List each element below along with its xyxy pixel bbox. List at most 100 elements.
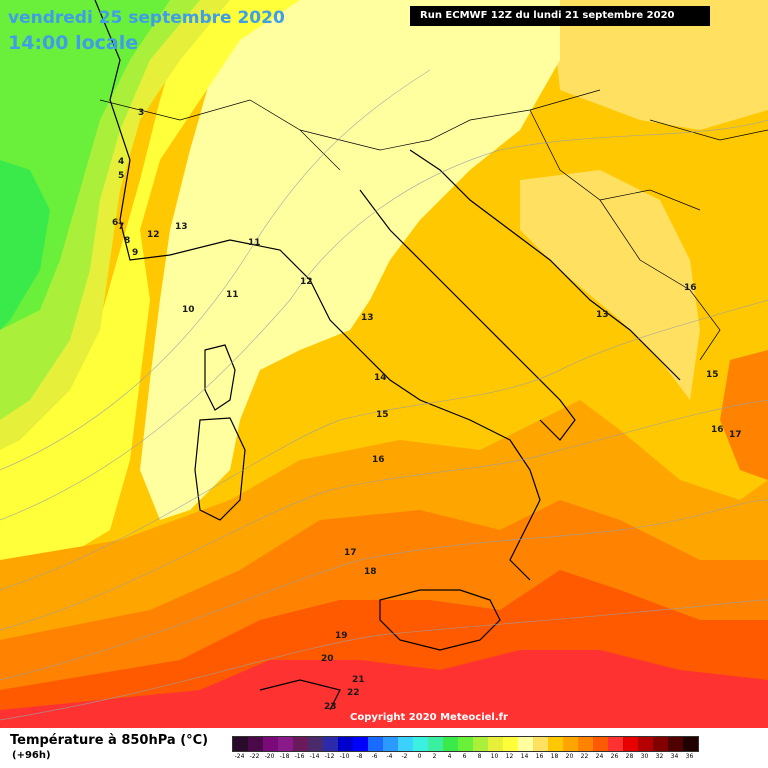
color-swatch xyxy=(233,737,248,751)
color-swatch xyxy=(323,737,338,751)
legend-footer: Température à 850hPa (°C) (+96h) -24 -22-… xyxy=(0,728,768,768)
color-swatch xyxy=(353,737,368,751)
contour-label: 18 xyxy=(364,567,377,577)
forecast-date: vendredi 25 septembre 2020 xyxy=(8,8,285,28)
color-swatch xyxy=(248,737,263,751)
model-run-info: Run ECMWF 12Z du lundi 21 septembre 2020 xyxy=(410,6,710,26)
contour-label: 13 xyxy=(175,222,188,232)
color-swatch xyxy=(458,737,473,751)
color-scale-tick: 18 xyxy=(550,753,559,760)
color-scale-tick: -12 xyxy=(324,753,335,760)
color-scale-tick: 2 xyxy=(432,753,437,760)
color-scale-tick: 34 xyxy=(670,753,679,760)
color-swatch xyxy=(533,737,548,751)
contour-label: 9 xyxy=(132,248,139,258)
color-swatch xyxy=(578,737,593,751)
contour-label: 6 xyxy=(112,218,119,228)
contour-label: 16 xyxy=(684,283,697,293)
contour-label: 17 xyxy=(729,430,742,440)
contour-label: 13 xyxy=(361,313,374,323)
contour-label: 11 xyxy=(226,290,239,300)
color-swatch xyxy=(563,737,578,751)
color-swatch xyxy=(443,737,458,751)
forecast-time: 14:00 locale xyxy=(8,32,139,54)
copyright-text: Copyright 2020 Meteociel.fr xyxy=(350,712,508,723)
color-swatch xyxy=(383,737,398,751)
color-scale-tick: 32 xyxy=(655,753,664,760)
color-swatch xyxy=(428,737,443,751)
contour-label: 19 xyxy=(335,631,348,641)
color-scale-tick: -20 xyxy=(264,753,275,760)
color-scale-tick: 6 xyxy=(462,753,467,760)
color-scale-tick: 10 xyxy=(490,753,499,760)
contour-label: 16 xyxy=(372,455,385,465)
color-swatch xyxy=(488,737,503,751)
color-scale-tick: -18 xyxy=(279,753,290,760)
color-swatch xyxy=(593,737,608,751)
contour-label: 12 xyxy=(300,277,313,287)
color-swatch xyxy=(668,737,683,751)
contour-label: 13 xyxy=(596,310,609,320)
color-swatch xyxy=(368,737,383,751)
color-scale-tick: 22 xyxy=(580,753,589,760)
color-scale-tick: -22 xyxy=(249,753,260,760)
color-scale-tick: -16 xyxy=(294,753,305,760)
contour-label: 16 xyxy=(711,425,724,435)
color-scale: -24 -22 -20 -18 -16 -14 -12 -10 -8 -6 -4 -2 0 2 4 6 8 10 1… xyxy=(232,736,699,766)
color-swatch xyxy=(608,737,623,751)
color-swatch xyxy=(683,737,698,751)
color-scale-swatches xyxy=(232,736,699,752)
color-scale-tick: 30 xyxy=(640,753,649,760)
contour-label: 14 xyxy=(374,373,387,383)
color-swatch xyxy=(338,737,353,751)
color-scale-tick: 26 xyxy=(610,753,619,760)
color-scale-tick: -8 xyxy=(356,753,363,760)
color-swatch xyxy=(308,737,323,751)
color-swatch xyxy=(398,737,413,751)
color-scale-tick: 4 xyxy=(447,753,452,760)
color-scale-tick: -14 xyxy=(309,753,320,760)
contour-label: 17 xyxy=(344,548,357,558)
color-scale-tick: 28 xyxy=(625,753,634,760)
color-scale-tick: 36 xyxy=(685,753,694,760)
contour-label: 7 xyxy=(118,222,125,232)
color-scale-tick: 14 xyxy=(520,753,529,760)
contour-label: 15 xyxy=(376,410,389,420)
contour-label: 11 xyxy=(248,238,261,248)
contour-label: 8 xyxy=(124,236,131,246)
color-scale-tick: -4 xyxy=(386,753,393,760)
color-swatch xyxy=(293,737,308,751)
color-swatch xyxy=(548,737,563,751)
contour-label: 10 xyxy=(182,305,195,315)
color-swatch xyxy=(623,737,638,751)
color-scale-tick: 24 xyxy=(595,753,604,760)
lead-time: (+96h) xyxy=(12,750,51,761)
contour-label: 5 xyxy=(118,171,125,181)
color-swatch xyxy=(413,737,428,751)
contour-label: 12 xyxy=(147,230,160,240)
color-swatch xyxy=(503,737,518,751)
color-swatch xyxy=(473,737,488,751)
color-scale-tick: 0 xyxy=(417,753,422,760)
color-swatch xyxy=(653,737,668,751)
color-swatch xyxy=(638,737,653,751)
color-scale-tick: 20 xyxy=(565,753,574,760)
variable-title: Température à 850hPa (°C) xyxy=(10,733,209,748)
contour-label: 4 xyxy=(118,157,125,167)
color-swatch xyxy=(518,737,533,751)
color-scale-tick: -6 xyxy=(371,753,378,760)
color-swatch xyxy=(263,737,278,751)
temperature-map: 3 4 5 6 7 8 9 10 11 11 12 12 13 13 13 14… xyxy=(0,0,768,728)
contour-label: 20 xyxy=(321,654,334,664)
color-scale-tick: 12 xyxy=(505,753,514,760)
contour-label: 21 xyxy=(352,675,365,685)
contour-label: 15 xyxy=(706,370,719,380)
color-scale-tick: -2 xyxy=(401,753,408,760)
color-scale-tick: -24 xyxy=(234,753,245,760)
color-scale-tick: 16 xyxy=(535,753,544,760)
color-swatch xyxy=(278,737,293,751)
color-scale-tick: 8 xyxy=(477,753,482,760)
color-scale-tick: -10 xyxy=(339,753,350,760)
contour-label: 22 xyxy=(347,688,360,698)
